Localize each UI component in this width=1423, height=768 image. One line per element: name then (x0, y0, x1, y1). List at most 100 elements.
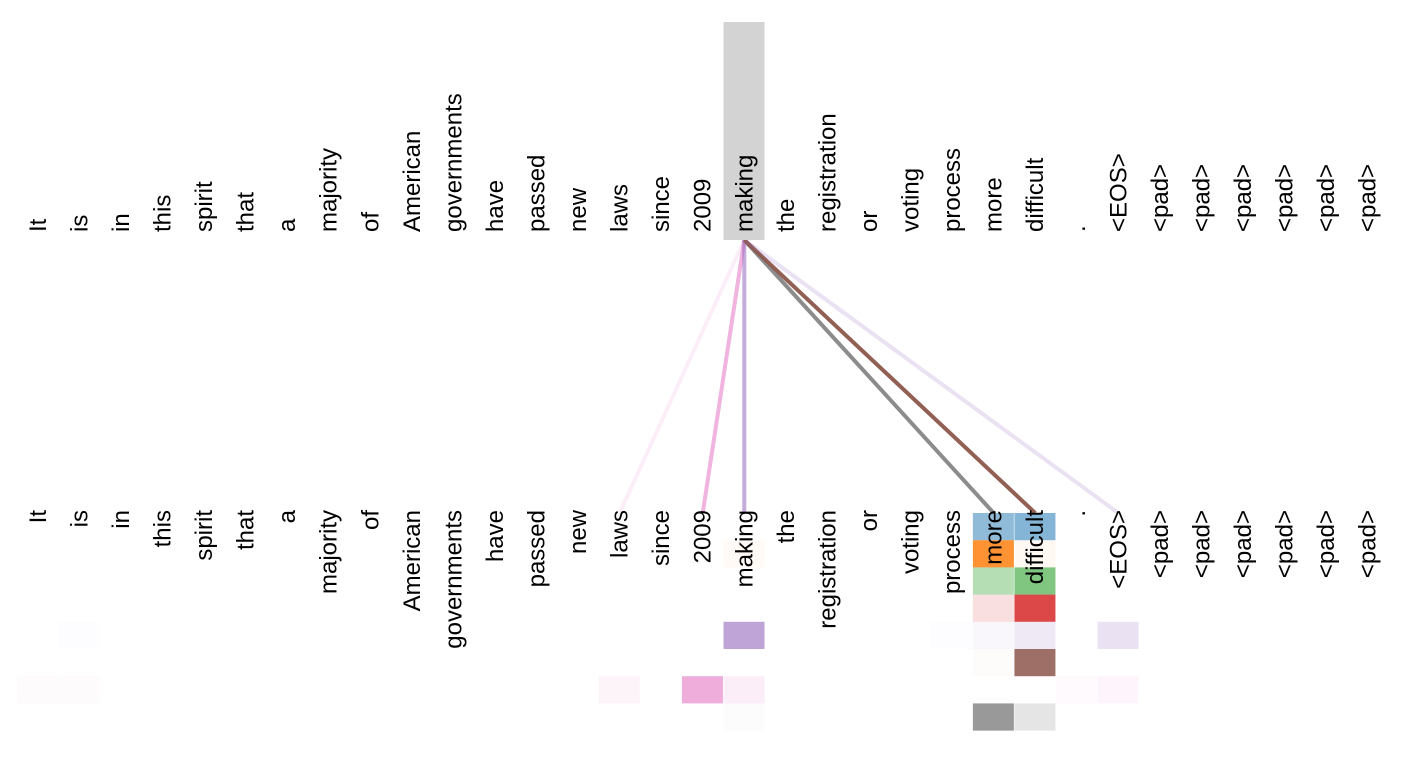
attention-cell (972, 513, 1014, 541)
attention-heatmap (17, 513, 1139, 731)
bottom-token[interactable]: in (108, 510, 135, 529)
top-token[interactable]: <pad> (1188, 164, 1215, 232)
bottom-token[interactable]: <pad> (1230, 510, 1257, 578)
bottom-token[interactable]: voting (898, 510, 925, 574)
attention-edge (617, 239, 747, 514)
bottom-token[interactable]: <pad> (1355, 510, 1382, 578)
bottom-token[interactable]: since (648, 510, 675, 566)
attention-cell (1014, 703, 1056, 731)
top-token[interactable]: making (731, 155, 758, 232)
top-token[interactable]: American (399, 131, 426, 232)
top-token[interactable]: <pad> (1272, 164, 1299, 232)
bottom-token[interactable]: American (399, 510, 426, 611)
attention-cell (723, 621, 765, 649)
top-token[interactable]: <pad> (1230, 164, 1257, 232)
attention-cell (1097, 621, 1139, 649)
bottom-token[interactable]: <pad> (1313, 510, 1340, 578)
top-token[interactable]: majority (316, 148, 343, 232)
attention-edge (742, 238, 996, 515)
attention-cell (972, 567, 1014, 595)
top-token[interactable]: <pad> (1355, 164, 1382, 232)
bottom-token[interactable]: registration (814, 510, 841, 629)
top-token[interactable]: passed (524, 155, 551, 232)
top-token[interactable]: voting (898, 168, 925, 232)
bottom-token[interactable]: <pad> (1147, 510, 1174, 578)
bottom-token[interactable]: this (149, 510, 176, 547)
top-token[interactable]: this (149, 195, 176, 232)
bottom-token[interactable]: <pad> (1188, 510, 1215, 578)
bottom-token[interactable]: or (856, 510, 883, 531)
top-token[interactable]: in (108, 213, 135, 232)
top-token[interactable]: . (1064, 225, 1091, 232)
bottom-token[interactable]: new (565, 509, 592, 554)
bottom-token[interactable]: governments (440, 510, 467, 649)
attention-cell (59, 622, 100, 649)
top-token[interactable]: new (565, 187, 592, 232)
top-token[interactable]: or (856, 211, 883, 232)
attention-edge (742, 238, 1037, 515)
attention-cell (1014, 649, 1056, 677)
bottom-token[interactable]: process (939, 510, 966, 594)
attention-cell (723, 540, 765, 568)
top-token[interactable]: <pad> (1313, 164, 1340, 232)
top-token[interactable]: registration (814, 113, 841, 232)
attention-cell (1056, 676, 1097, 704)
bottom-token[interactable]: of (357, 510, 384, 530)
attention-cell (1014, 621, 1056, 649)
attention-cell (724, 703, 765, 730)
attention-cell (1014, 567, 1056, 595)
top-token[interactable]: <pad> (1147, 164, 1174, 232)
bottom-token[interactable]: majority (316, 510, 343, 594)
top-token-row: It is in this spirit that a majority of American g… (25, 93, 1382, 232)
attention-cell (931, 622, 972, 649)
bottom-token[interactable]: the (773, 510, 800, 543)
bottom-token[interactable]: spirit (191, 510, 218, 561)
top-token[interactable]: 2009 (690, 179, 717, 232)
bottom-token[interactable]: that (233, 510, 260, 550)
attention-cell (973, 649, 1014, 676)
top-token[interactable]: more (981, 177, 1008, 232)
bottom-token[interactable]: 2009 (690, 510, 717, 563)
bottom-token[interactable]: more (981, 510, 1008, 565)
attention-edges (617, 238, 1120, 515)
top-token[interactable]: a (274, 218, 301, 232)
bottom-token[interactable]: is (66, 510, 93, 527)
top-token[interactable]: <EOS> (1105, 153, 1132, 232)
attention-cell (1014, 513, 1056, 541)
bottom-token[interactable]: <pad> (1272, 510, 1299, 578)
attention-cell (1097, 676, 1139, 704)
attention-cell (1014, 594, 1056, 622)
selected-token-highlight (723, 22, 765, 240)
top-token[interactable]: process (939, 148, 966, 232)
bottom-token[interactable]: making (731, 510, 758, 587)
bottom-token[interactable]: It (25, 510, 52, 524)
attention-cell (681, 676, 723, 704)
bottom-token[interactable]: have (482, 510, 509, 562)
top-token[interactable]: since (648, 176, 675, 232)
top-token[interactable]: have (482, 180, 509, 232)
top-token[interactable]: of (357, 212, 384, 232)
top-token[interactable]: that (233, 192, 260, 232)
bottom-token[interactable]: <EOS> (1105, 510, 1132, 589)
bottom-token[interactable]: a (274, 509, 301, 523)
attention-cell (972, 540, 1014, 568)
top-token[interactable]: laws (607, 184, 634, 232)
top-token[interactable]: spirit (191, 181, 218, 232)
top-token[interactable]: governments (440, 93, 467, 232)
top-token[interactable]: It (25, 218, 52, 232)
top-token[interactable]: difficult (1022, 157, 1049, 232)
bottom-token[interactable]: laws (607, 510, 634, 558)
attention-cell (1014, 540, 1056, 568)
bottom-token[interactable]: difficult (1022, 510, 1049, 585)
attention-edge (743, 238, 1120, 515)
attention-cell (17, 676, 58, 703)
top-token[interactable]: the (773, 199, 800, 232)
attention-cell (972, 594, 1014, 622)
attention-edge (700, 239, 747, 514)
bottom-token[interactable]: passed (524, 510, 551, 587)
attention-cell (972, 703, 1014, 731)
top-token[interactable]: is (66, 215, 93, 232)
bottom-token[interactable]: . (1064, 510, 1091, 517)
attention-cell (972, 621, 1014, 649)
